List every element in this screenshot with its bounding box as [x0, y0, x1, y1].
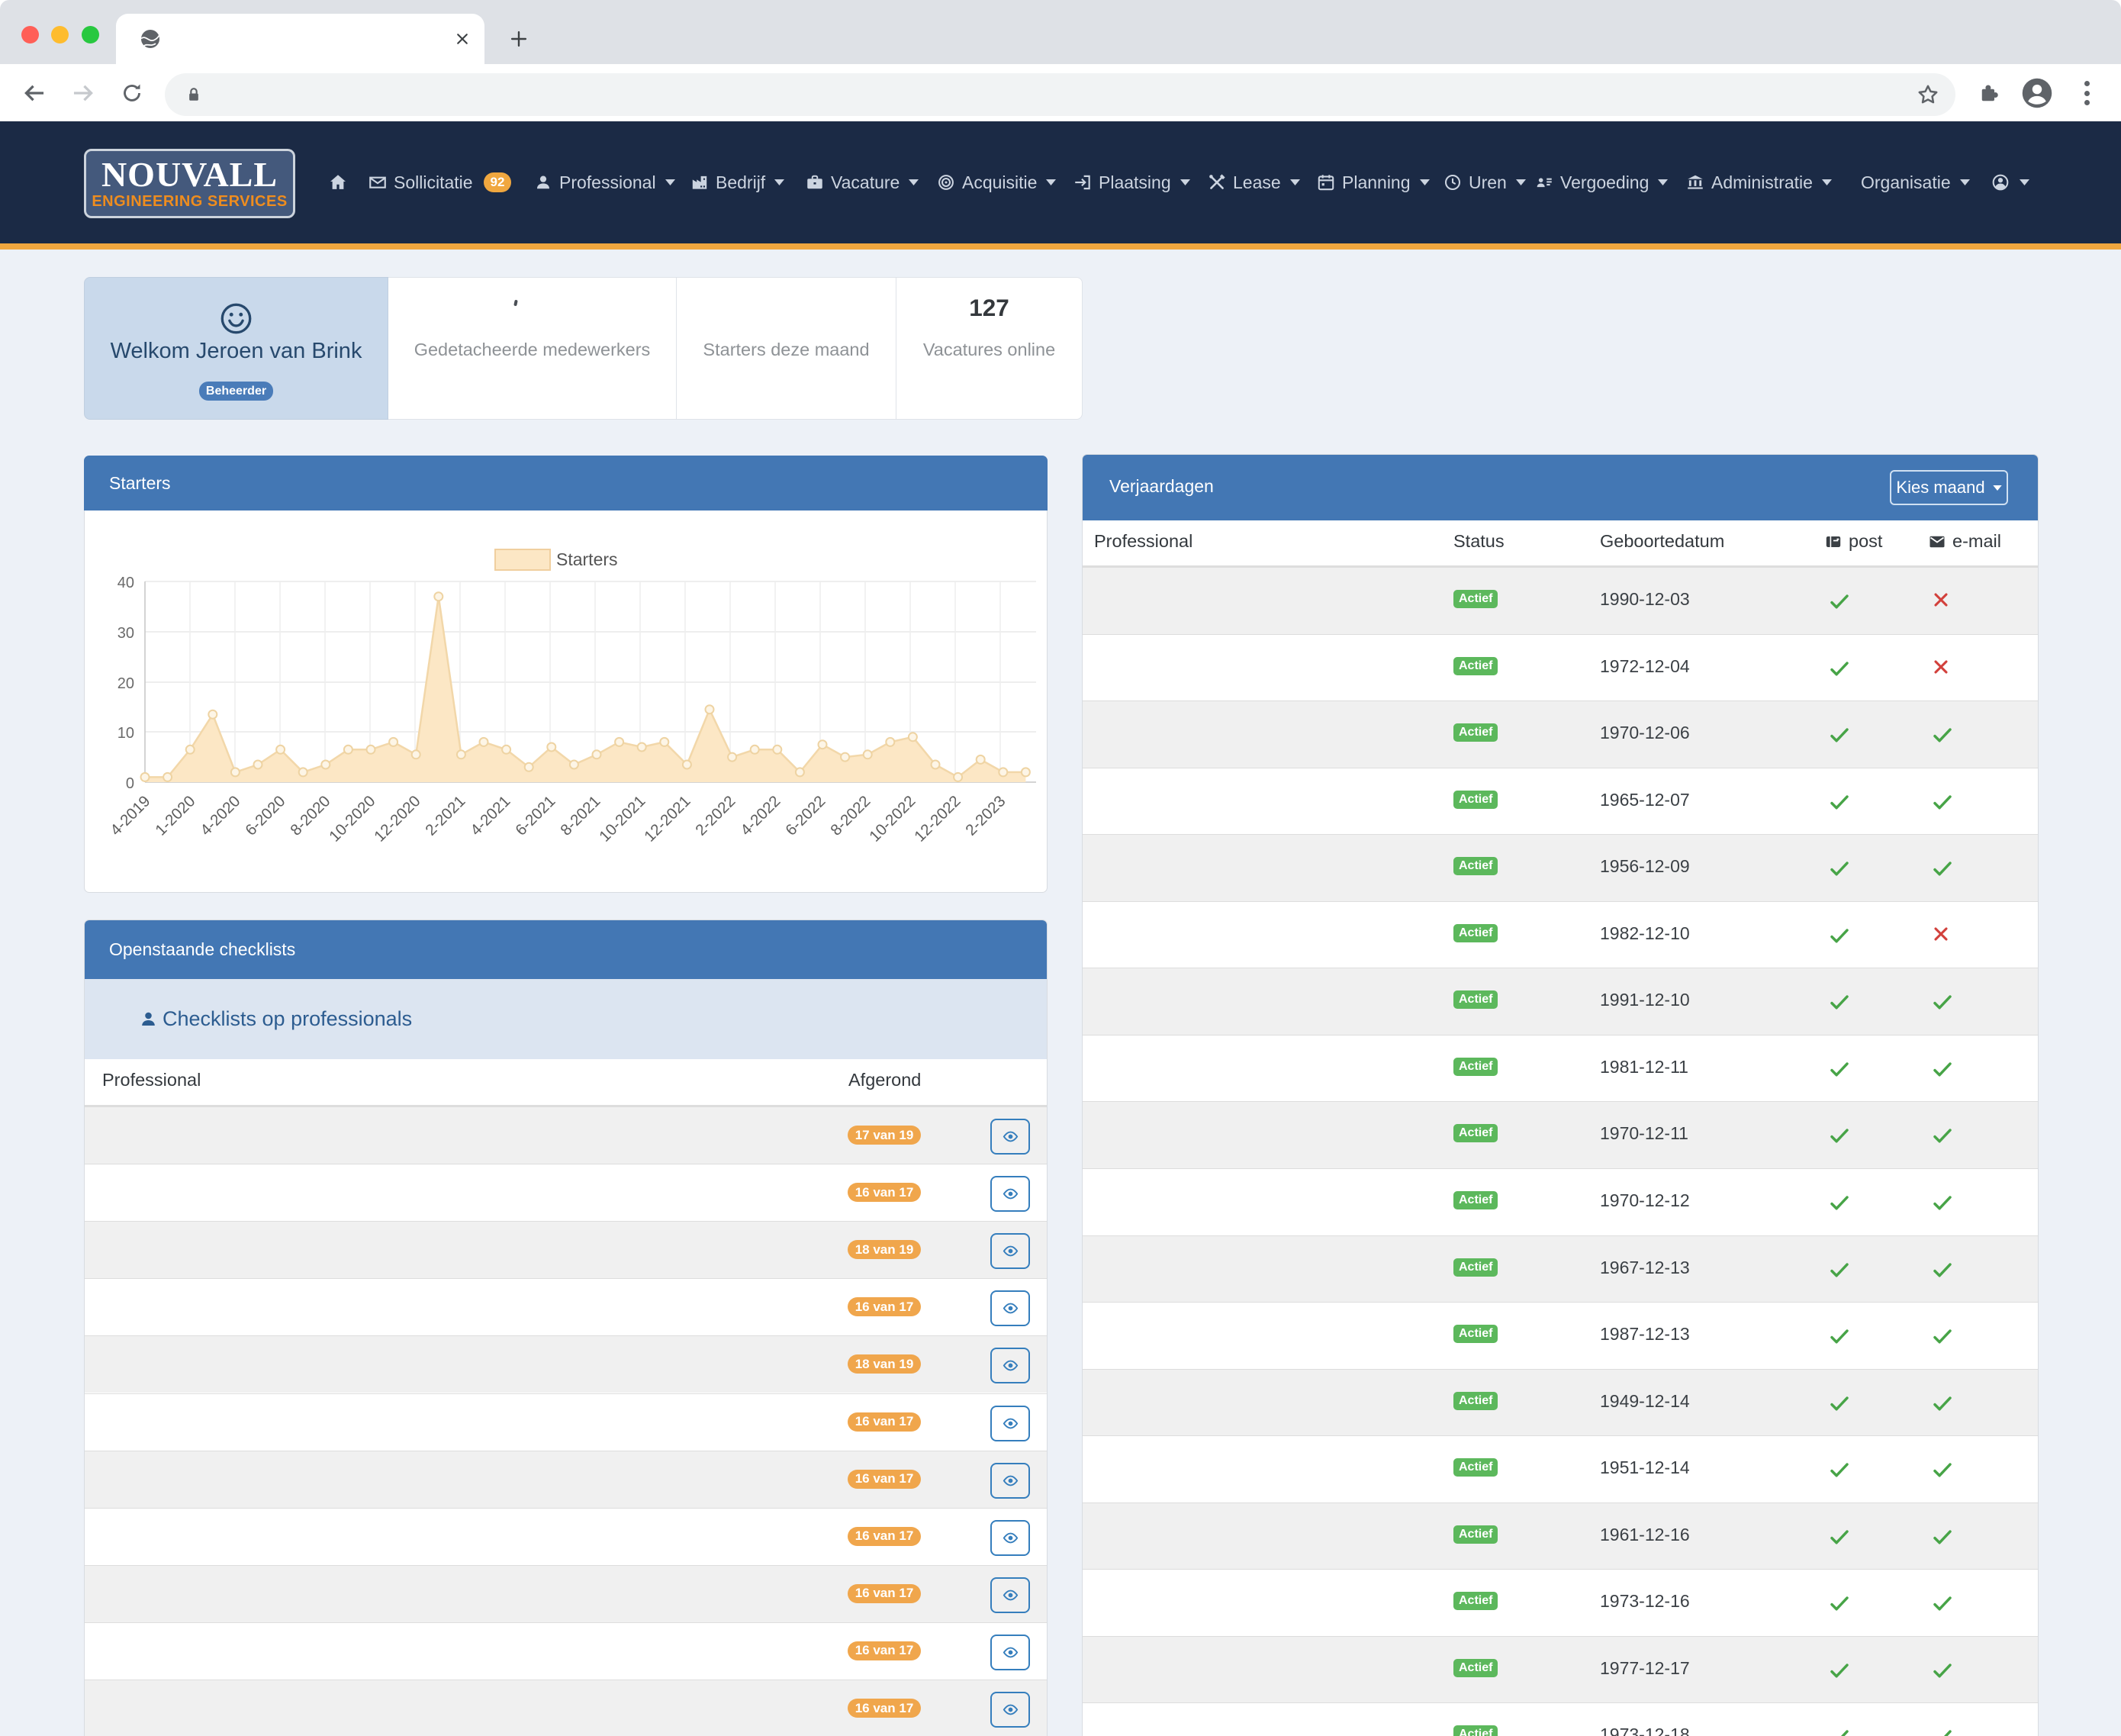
svg-text:10-2022: 10-2022 — [866, 792, 919, 845]
svg-text:10-2020: 10-2020 — [326, 792, 378, 845]
svg-text:20: 20 — [117, 675, 134, 692]
svg-text:12-2022: 12-2022 — [911, 792, 964, 845]
svg-text:4-2020: 4-2020 — [197, 792, 243, 839]
svg-text:2-2021: 2-2021 — [422, 792, 468, 839]
svg-text:2-2023: 2-2023 — [962, 792, 1009, 839]
svg-text:6-2021: 6-2021 — [512, 792, 558, 839]
svg-text:1-2020: 1-2020 — [152, 792, 198, 839]
svg-text:30: 30 — [117, 625, 134, 642]
svg-text:6-2020: 6-2020 — [242, 792, 288, 839]
svg-text:Starters: Starters — [556, 549, 618, 569]
svg-text:40: 40 — [117, 575, 134, 591]
svg-text:6-2022: 6-2022 — [782, 792, 829, 839]
svg-text:12-2020: 12-2020 — [371, 792, 423, 845]
svg-text:12-2021: 12-2021 — [641, 792, 694, 845]
svg-text:4-2019: 4-2019 — [107, 792, 153, 839]
svg-text:4-2021: 4-2021 — [467, 792, 513, 839]
svg-text:10-2021: 10-2021 — [596, 792, 649, 845]
svg-text:2-2022: 2-2022 — [692, 792, 739, 839]
svg-text:4-2022: 4-2022 — [737, 792, 784, 839]
svg-text:10: 10 — [117, 725, 134, 742]
svg-text:0: 0 — [126, 775, 134, 792]
